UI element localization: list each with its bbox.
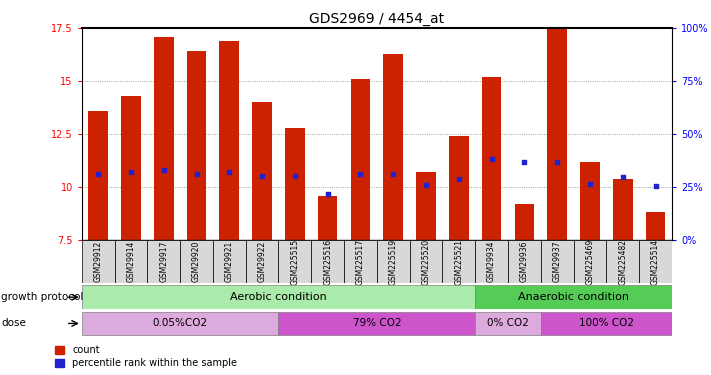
Bar	[351, 79, 370, 240]
Bar	[121, 96, 141, 240]
Point	[257, 173, 268, 180]
Text: GSM225520: GSM225520	[422, 238, 430, 285]
FancyBboxPatch shape	[246, 240, 279, 283]
FancyBboxPatch shape	[213, 240, 246, 283]
FancyBboxPatch shape	[442, 240, 475, 283]
Bar	[88, 111, 108, 240]
FancyBboxPatch shape	[82, 285, 475, 309]
FancyBboxPatch shape	[147, 240, 180, 283]
Text: growth protocol: growth protocol	[1, 292, 84, 302]
Point	[223, 169, 235, 175]
Point	[125, 169, 137, 175]
Point	[584, 181, 596, 187]
Text: 100% CO2: 100% CO2	[579, 318, 634, 328]
Bar	[285, 128, 305, 240]
Bar	[416, 172, 436, 240]
Bar	[318, 195, 338, 240]
Text: GSM225515: GSM225515	[290, 238, 299, 285]
Text: GSM29917: GSM29917	[159, 241, 169, 282]
Bar	[613, 178, 633, 240]
Point	[322, 192, 333, 198]
FancyBboxPatch shape	[541, 312, 672, 335]
Point	[355, 171, 366, 177]
Legend: count, percentile rank within the sample: count, percentile rank within the sample	[55, 345, 237, 368]
Text: GSM29937: GSM29937	[552, 241, 562, 282]
FancyBboxPatch shape	[344, 240, 377, 283]
Point	[552, 159, 563, 165]
FancyBboxPatch shape	[377, 240, 410, 283]
Text: GSM225517: GSM225517	[356, 238, 365, 285]
Bar	[383, 54, 403, 240]
Point	[191, 171, 202, 177]
Text: GSM225482: GSM225482	[619, 238, 627, 285]
FancyBboxPatch shape	[574, 240, 606, 283]
Text: 0.05%CO2: 0.05%CO2	[153, 318, 208, 328]
Title: GDS2969 / 4454_at: GDS2969 / 4454_at	[309, 12, 444, 26]
FancyBboxPatch shape	[82, 312, 279, 335]
FancyBboxPatch shape	[541, 240, 574, 283]
Text: GSM225469: GSM225469	[585, 238, 594, 285]
Point	[92, 171, 104, 177]
Text: GSM29914: GSM29914	[127, 241, 135, 282]
FancyBboxPatch shape	[410, 240, 442, 283]
Text: Aerobic condition: Aerobic condition	[230, 292, 327, 302]
Text: GSM29920: GSM29920	[192, 241, 201, 282]
Text: GSM29934: GSM29934	[487, 241, 496, 282]
Point	[518, 159, 530, 165]
Bar	[515, 204, 534, 240]
FancyBboxPatch shape	[475, 240, 508, 283]
Text: GSM225519: GSM225519	[389, 238, 397, 285]
Point	[617, 174, 629, 180]
Bar	[547, 28, 567, 240]
Text: dose: dose	[1, 318, 26, 328]
Bar	[646, 213, 665, 240]
Point	[289, 173, 301, 180]
Text: GSM225516: GSM225516	[324, 238, 332, 285]
Text: 79% CO2: 79% CO2	[353, 318, 401, 328]
Point	[650, 183, 661, 189]
Bar	[482, 77, 501, 240]
FancyBboxPatch shape	[311, 240, 344, 283]
FancyBboxPatch shape	[82, 240, 114, 283]
Text: GSM29912: GSM29912	[94, 241, 102, 282]
Point	[486, 156, 497, 162]
Bar	[580, 162, 600, 240]
Bar	[154, 37, 173, 240]
Bar	[449, 136, 469, 240]
Point	[158, 167, 169, 173]
FancyBboxPatch shape	[279, 312, 475, 335]
Bar	[252, 102, 272, 240]
Bar	[187, 51, 206, 240]
FancyBboxPatch shape	[606, 240, 639, 283]
Point	[420, 182, 432, 188]
FancyBboxPatch shape	[279, 240, 311, 283]
FancyBboxPatch shape	[508, 240, 541, 283]
Text: GSM29922: GSM29922	[257, 241, 267, 282]
Text: GSM225521: GSM225521	[454, 238, 464, 285]
Point	[387, 171, 399, 177]
Point	[453, 176, 464, 181]
FancyBboxPatch shape	[639, 240, 672, 283]
Text: GSM225514: GSM225514	[651, 238, 660, 285]
FancyBboxPatch shape	[114, 240, 147, 283]
FancyBboxPatch shape	[475, 312, 541, 335]
Text: GSM29921: GSM29921	[225, 241, 234, 282]
Text: 0% CO2: 0% CO2	[487, 318, 529, 328]
FancyBboxPatch shape	[180, 240, 213, 283]
FancyBboxPatch shape	[475, 285, 672, 309]
Text: GSM29936: GSM29936	[520, 241, 529, 282]
Bar	[220, 41, 239, 240]
Text: Anaerobic condition: Anaerobic condition	[518, 292, 629, 302]
